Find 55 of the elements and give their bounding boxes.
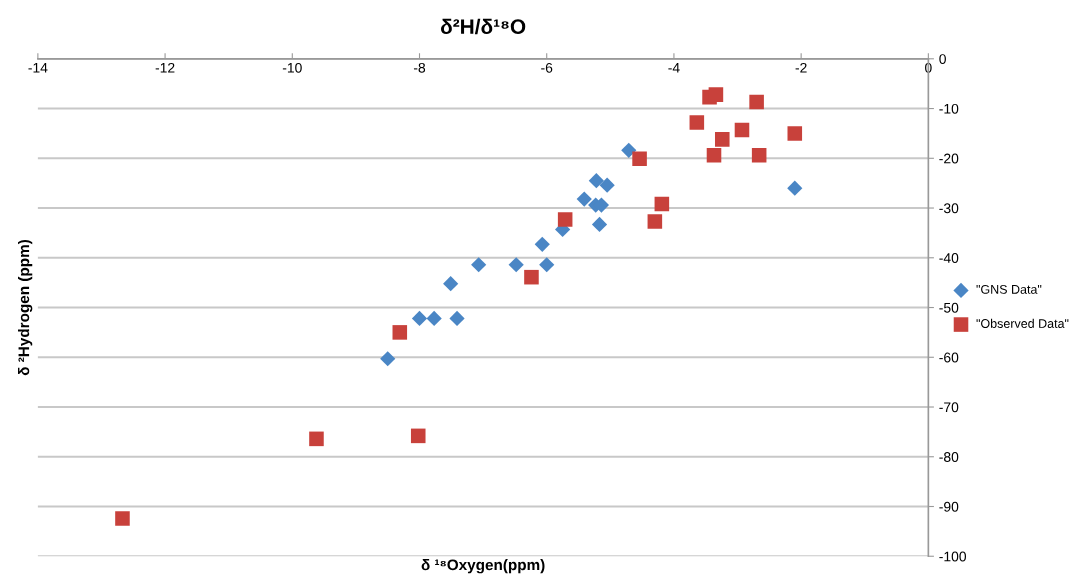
point [588, 173, 604, 189]
point [508, 257, 524, 273]
x-tick-label: -6 [541, 62, 553, 73]
y-tick-label: -10 [939, 103, 959, 114]
y-tick-label: 0 [939, 54, 946, 64]
chart-title: δ²H/δ¹⁸O [440, 18, 526, 35]
point [410, 428, 426, 444]
point [734, 122, 750, 138]
point [621, 142, 637, 158]
point [632, 151, 647, 167]
point [591, 216, 608, 233]
point [689, 115, 705, 130]
x-tick-label: -14 [28, 63, 48, 73]
point [749, 94, 764, 110]
point [539, 257, 555, 273]
y-tick-label: -80 [939, 452, 959, 462]
y-tick-label: -100 [939, 551, 967, 562]
point [392, 325, 408, 340]
y-axis-title: δ ²Hydrogen (ppm) [18, 240, 33, 376]
point [599, 177, 615, 193]
point [751, 148, 767, 163]
point [443, 276, 459, 292]
y-tick-label: -50 [939, 302, 959, 313]
point [576, 191, 592, 207]
y-tick-label: -60 [939, 352, 959, 363]
point [787, 180, 803, 196]
legend-label: "GNS Data" [976, 284, 1042, 294]
point [557, 212, 573, 227]
x-tick-label: -8 [413, 62, 426, 73]
point [115, 511, 130, 526]
point [647, 214, 663, 229]
x-tick-label: -10 [282, 62, 302, 73]
x-axis-title: δ ¹⁸Oxygen(ppm) [421, 559, 545, 574]
x-tick-label: -4 [668, 63, 680, 73]
y-tick-label: -90 [939, 501, 959, 512]
point [787, 126, 803, 141]
y-tick-label: -30 [939, 203, 959, 214]
point [471, 257, 487, 273]
y-tick-label: -70 [939, 402, 959, 413]
point [654, 196, 670, 212]
point [706, 148, 722, 163]
y-tick-label: -40 [939, 253, 959, 263]
point [524, 269, 539, 285]
y-tick-label: -20 [939, 153, 959, 164]
point [426, 310, 442, 327]
point [714, 132, 730, 147]
point [534, 236, 550, 252]
point [708, 87, 724, 102]
point [411, 310, 428, 327]
x-tick-label: -2 [795, 62, 807, 73]
x-tick-label: -12 [155, 62, 175, 73]
point [380, 351, 396, 367]
point [309, 431, 324, 447]
legend-label: "Observed Data" [976, 318, 1069, 328]
point [449, 310, 465, 327]
